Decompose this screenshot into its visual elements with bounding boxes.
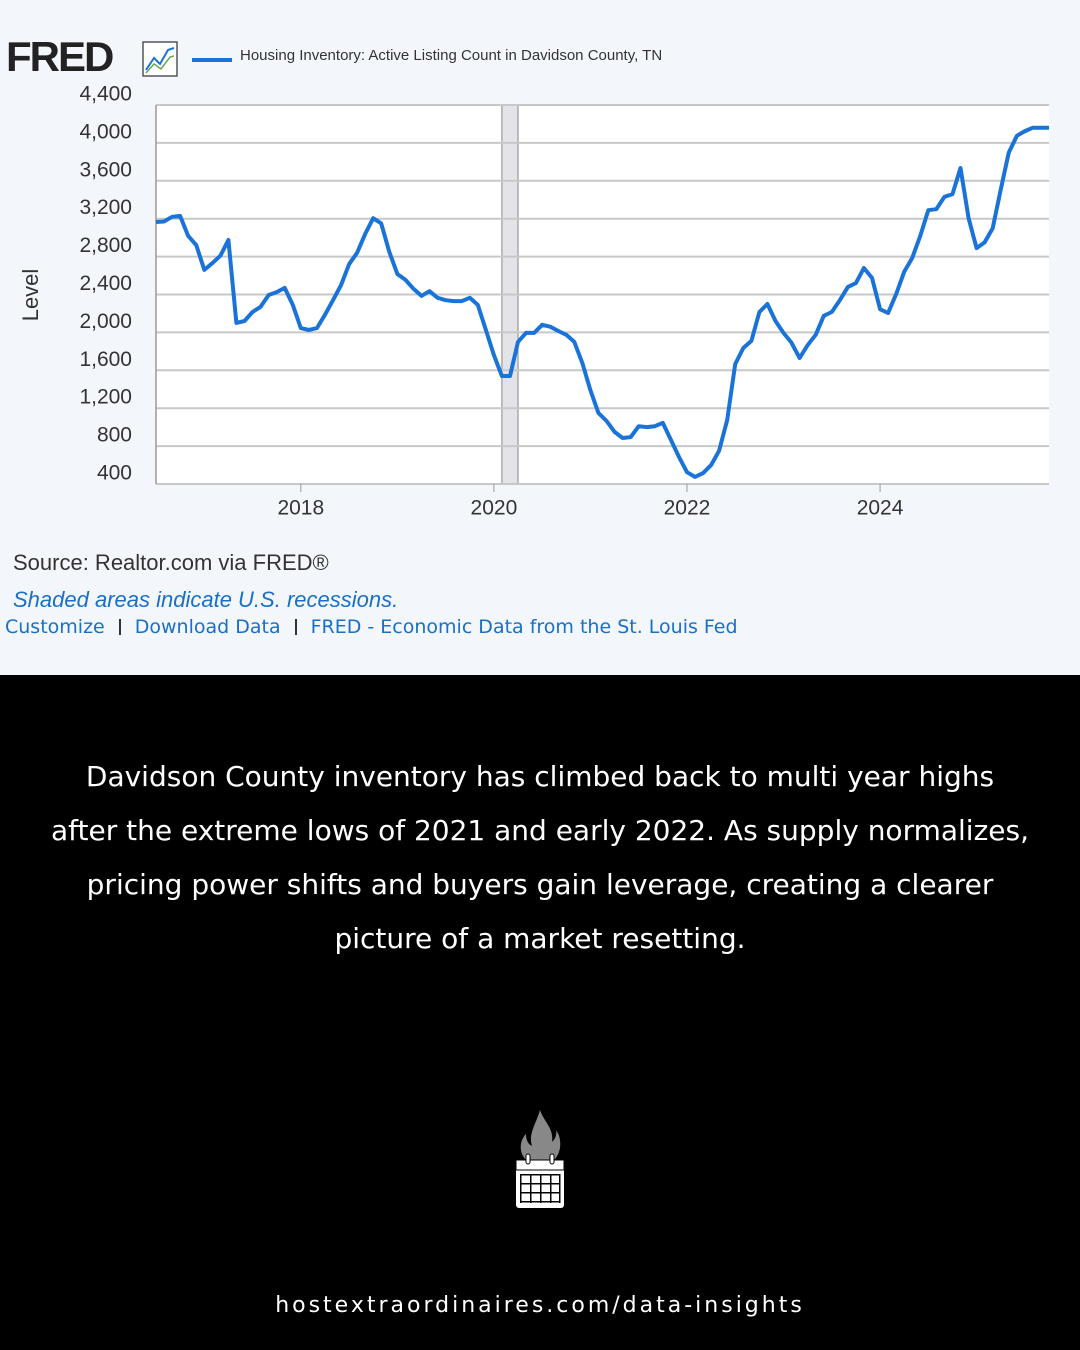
y-tick-label: 2,400 <box>79 272 132 295</box>
links: Customize Download Data FRED - Economic … <box>5 616 752 638</box>
y-tick-label: 2,000 <box>79 310 132 333</box>
y-tick-label: 800 <box>97 424 132 447</box>
chart: FRED Housing Inventory: Active Listing C… <box>0 0 1080 675</box>
y-axis-label: Level <box>18 269 43 322</box>
x-tick-label: 2022 <box>664 497 711 520</box>
y-tick-label: 2,800 <box>79 234 132 257</box>
link[interactable]: Customize <box>5 616 105 638</box>
icon <box>515 1110 565 1208</box>
x-tick-label: 2018 <box>277 497 324 520</box>
footer-url: hostextraordinaires.com/data-insights <box>275 1293 805 1318</box>
y-tick-label: 1,200 <box>79 386 132 409</box>
recession-note: Shaded areas indicate U.S. recessions. <box>13 587 398 612</box>
link[interactable]: Download Data <box>118 618 295 637</box>
y-tick-label: 400 <box>97 462 132 485</box>
y-tick-label: 4,000 <box>79 120 132 143</box>
link[interactable]: FRED - Economic Data from the St. Louis … <box>294 618 752 637</box>
y-tick-label: 4,400 <box>79 83 132 106</box>
legend-label: Housing Inventory: Active Listing Count … <box>240 47 662 64</box>
y-tick-label: 3,600 <box>79 158 132 181</box>
source: Source: Realtor.com via FRED® <box>13 550 329 575</box>
caption: Davidson County inventory has climbed ba… <box>50 760 1029 955</box>
series-line <box>155 125 1049 479</box>
logo: FRED <box>6 33 113 80</box>
x-tick-label: 2024 <box>857 497 904 520</box>
x-tick-label: 2020 <box>471 497 518 520</box>
logo-icon <box>142 41 178 77</box>
y-tick-label: 3,200 <box>79 196 132 219</box>
y-tick-label: 1,600 <box>79 348 132 371</box>
